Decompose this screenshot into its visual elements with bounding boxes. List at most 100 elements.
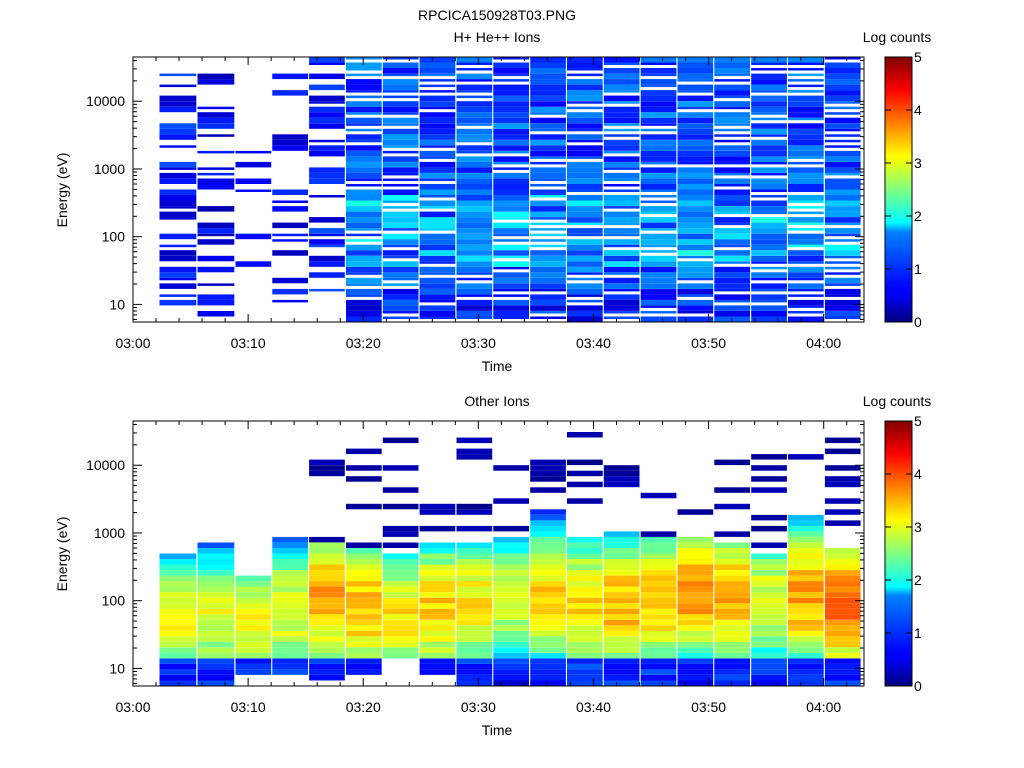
heatmap-cell	[640, 95, 677, 102]
heatmap-cell	[493, 195, 529, 201]
heatmap-cell	[677, 680, 714, 686]
x-tick-label: 03:40	[576, 335, 611, 351]
heatmap-cell	[603, 575, 640, 582]
heatmap-cell	[493, 139, 529, 146]
heatmap-cell	[382, 619, 419, 626]
heatmap-cell	[530, 255, 566, 262]
heatmap-cell	[677, 288, 714, 295]
heatmap-cell	[309, 178, 345, 184]
heatmap-cell	[714, 288, 750, 292]
heatmap-cell	[272, 250, 308, 256]
heatmap-cell	[346, 211, 382, 218]
heatmap-cell	[824, 586, 861, 593]
heatmap-cell	[788, 536, 824, 543]
heatmap-cell	[456, 548, 493, 554]
heatmap-cell	[235, 630, 272, 637]
heatmap-cell	[456, 150, 493, 154]
heatmap-cell	[567, 608, 603, 615]
heatmap-cell	[456, 597, 493, 604]
heatmap-cell	[159, 206, 197, 209]
heatmap-cell	[456, 217, 493, 223]
heatmap-cell	[788, 454, 824, 460]
heatmap-cell	[530, 575, 566, 582]
heatmap-cell	[382, 244, 419, 248]
heatmap-cell	[382, 575, 419, 582]
heatmap-cell	[714, 531, 750, 537]
heatmap-cell	[788, 597, 824, 604]
heatmap-cell	[603, 90, 640, 93]
heatmap-cell	[382, 316, 419, 319]
heatmap-cell	[824, 139, 861, 143]
heatmap-cell	[493, 525, 529, 532]
heatmap-cell	[640, 272, 677, 278]
heatmap-cell	[419, 172, 456, 179]
heatmap-cell	[456, 630, 493, 637]
heatmap-cell	[493, 581, 529, 587]
heatmap-cell	[788, 636, 824, 642]
heatmap-cell	[603, 553, 640, 559]
heatmap-cell	[159, 581, 197, 587]
heatmap-cell	[677, 581, 714, 587]
heatmap-cell	[272, 288, 308, 295]
heatmap-cell	[640, 255, 677, 262]
heatmap-cell	[382, 283, 419, 286]
heatmap-cell	[640, 548, 677, 554]
heatmap-cell	[456, 79, 493, 82]
heatmap-cell	[603, 255, 640, 262]
heatmap-cell	[824, 498, 861, 504]
heatmap-cell	[346, 112, 382, 115]
heatmap-cell	[493, 244, 529, 251]
heatmap-cell	[346, 575, 382, 582]
heatmap-cell	[382, 294, 419, 300]
heatmap-cell	[235, 669, 272, 675]
heatmap-cell	[788, 553, 824, 559]
heatmap-cell	[640, 652, 677, 659]
heatmap-cell	[677, 90, 714, 93]
panel-2-xlabel: Time	[482, 722, 513, 738]
heatmap-cell	[493, 575, 529, 582]
panel-2-heatmap	[159, 432, 861, 686]
heatmap-cell	[235, 636, 272, 642]
heatmap-cell	[640, 636, 677, 642]
heatmap-cell	[493, 680, 529, 686]
heatmap-cell	[493, 90, 529, 96]
heatmap-cell	[272, 636, 308, 642]
heatmap-cell	[603, 316, 640, 319]
heatmap-cell	[456, 255, 493, 262]
heatmap-cell	[714, 592, 750, 598]
heatmap-cell	[456, 57, 493, 63]
heatmap-cell	[751, 211, 787, 215]
heatmap-cell	[197, 123, 235, 129]
heatmap-cell	[456, 239, 493, 245]
heatmap-cell	[382, 465, 419, 471]
heatmap-cell	[272, 652, 308, 659]
heatmap-cell	[530, 294, 566, 300]
heatmap-cell	[788, 73, 824, 77]
heatmap-cell	[640, 305, 677, 308]
heatmap-cell	[714, 244, 750, 248]
heatmap-cell	[640, 288, 677, 295]
heatmap-cell	[159, 575, 197, 582]
heatmap-cell	[235, 603, 272, 609]
heatmap-cell	[751, 156, 787, 162]
heatmap-cell	[197, 680, 235, 686]
heatmap-cell	[714, 459, 750, 466]
heatmap-cell	[677, 663, 714, 670]
heatmap-cell	[824, 658, 861, 664]
heatmap-cell	[419, 553, 456, 559]
heatmap-cell	[751, 90, 787, 93]
heatmap-cell	[493, 614, 529, 620]
heatmap-cell	[603, 652, 640, 659]
heatmap-cell	[567, 128, 603, 132]
heatmap-cell	[824, 261, 861, 264]
heatmap-cell	[714, 641, 750, 648]
heatmap-cell	[346, 663, 382, 670]
heatmap-cell	[603, 134, 640, 137]
heatmap-cell	[677, 184, 714, 190]
heatmap-cell	[677, 112, 714, 118]
heatmap-cell	[751, 581, 787, 587]
heatmap-cell	[677, 652, 714, 659]
heatmap-cell	[603, 564, 640, 570]
heatmap-cell	[346, 503, 382, 510]
heatmap-cell	[456, 288, 493, 295]
